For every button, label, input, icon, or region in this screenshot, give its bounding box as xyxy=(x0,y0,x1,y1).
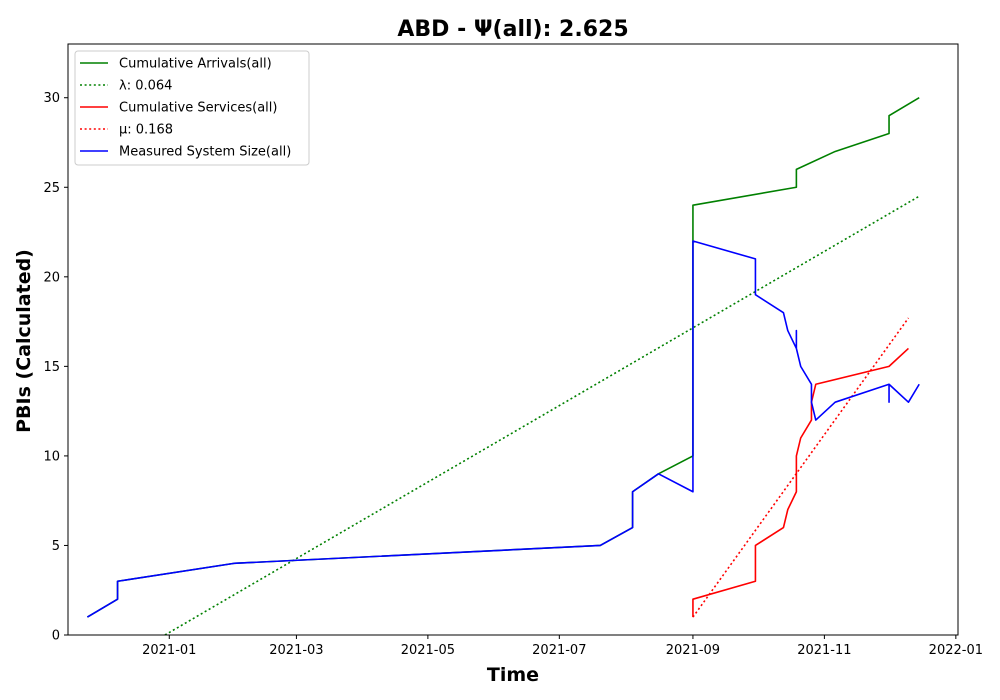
x-tick-label: 2022-01 xyxy=(929,643,983,658)
y-tick-label: 5 xyxy=(52,539,60,554)
y-tick-label: 10 xyxy=(43,449,60,464)
x-tick-label: 2021-11 xyxy=(797,643,851,658)
legend-entry: Cumulative Arrivals(all) xyxy=(119,57,272,72)
legend-entry: Measured System Size(all) xyxy=(119,145,291,160)
x-tick-label: 2021-09 xyxy=(666,643,720,658)
x-tick-label: 2021-05 xyxy=(401,643,455,658)
y-tick-label: 0 xyxy=(52,629,60,644)
x-tick-label: 2021-03 xyxy=(269,643,323,658)
legend: Cumulative Arrivals(all) λ: 0.064 Cumulati… xyxy=(74,50,310,166)
legend-box xyxy=(74,50,310,166)
series-line-1 xyxy=(164,195,920,635)
legend-entry: Cumulative Services(all) xyxy=(119,101,277,116)
y-axis-label: PBIs (Calculated) xyxy=(13,249,35,433)
x-tick-label: 2021-01 xyxy=(142,643,196,658)
y-tick-label: 30 xyxy=(43,91,60,106)
y-tick-label: 20 xyxy=(43,270,60,285)
x-axis-label: Time xyxy=(487,664,539,686)
series-line-3 xyxy=(692,317,910,618)
plot-frame xyxy=(67,43,959,636)
series-line-4 xyxy=(86,240,920,618)
legend-entry: λ: 0.064 xyxy=(119,79,172,94)
y-tick-label: 15 xyxy=(43,360,60,375)
y-tick-label: 25 xyxy=(43,181,60,196)
chart-title: ABD - Ψ(all): 2.625 xyxy=(397,17,628,42)
x-tick-label: 2021-07 xyxy=(532,643,586,658)
legend-entry: μ: 0.168 xyxy=(119,123,173,138)
